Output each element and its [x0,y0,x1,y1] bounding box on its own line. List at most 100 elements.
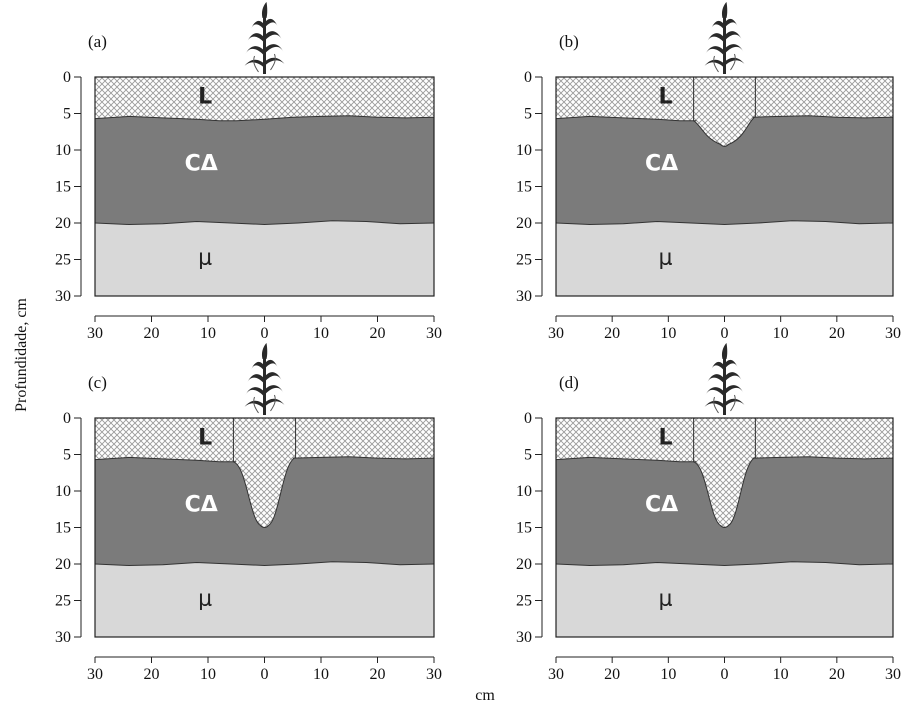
corn-plant-icon [703,341,746,417]
panel-frame [94,76,435,297]
y-tick-label: 10 [55,142,71,159]
y-tick-label: 30 [516,288,532,305]
y-tick-label: 20 [516,556,532,573]
panel-c: L CΔ μ (c) 0 5 10 15 20 25 30 30 20 10 0 10 20 30 [55,341,442,683]
y-tick-label: 0 [63,69,71,86]
x-tick-label: 10 [200,666,216,683]
x-tick-label: 0 [261,666,269,683]
panel-d: L CΔ μ (d) 0 5 10 15 20 25 30 30 20 10 0 10 20 30 [516,341,901,683]
x-tick-label: 30 [885,666,901,683]
y-tick-label: 10 [516,142,532,159]
y-tick-label: 15 [516,520,532,537]
x-tick-label: 10 [313,325,329,342]
y-tick-label: 15 [516,179,532,196]
x-tick-label: 0 [721,325,729,342]
y-tick-label: 20 [55,556,71,573]
upper-boundary-line [94,115,435,122]
upper-boundary-line [555,456,697,463]
x-tick-label: 30 [87,325,103,342]
layer-label-middle: CΔ [645,151,678,176]
x-tick-label: 20 [370,325,386,342]
furrow-zone [693,417,756,528]
panel-a: L CΔ μ (a) 0 5 10 15 20 25 30 30 20 10 0 10 20 30 [55,0,442,342]
panel-label: (c) [88,373,107,392]
layer-label-bottom: μ [198,587,212,612]
x-tick-label: 20 [829,666,845,683]
upper-boundary-line [752,115,894,119]
layer-label-bottom: μ [659,246,673,271]
x-tick-label: 10 [313,666,329,683]
lower-boundary-line [555,561,894,567]
x-tick-label: 30 [426,325,442,342]
x-tick-label: 20 [829,325,845,342]
upper-boundary-line [555,115,697,122]
x-tick-label: 0 [261,325,269,342]
lower-boundary-line [94,220,435,226]
upper-boundary-line [94,456,237,463]
y-tick-label: 25 [55,593,71,610]
panel-b: L CΔ μ (b) 0 5 10 15 20 25 30 30 20 10 0 10 20 30 [516,0,901,342]
y-tick-label: 10 [516,483,532,500]
y-axis-title: Profundidade, cm [13,298,30,412]
panel-label: (d) [559,373,579,392]
upper-boundary-line [292,456,435,460]
x-tick-label: 20 [604,325,620,342]
panel-label: (b) [559,32,579,51]
x-tick-label: 10 [660,666,676,683]
furrow-zone [693,76,756,147]
layer-label-top: L [198,84,212,109]
y-tick-label: 0 [63,410,71,427]
y-tick-label: 5 [524,447,532,464]
corn-plant-icon [703,0,746,76]
panel-frame [555,76,894,297]
upper-boundary-line [752,456,894,460]
y-tick-label: 0 [524,69,532,86]
layer-label-top: L [198,425,212,450]
y-tick-label: 5 [63,447,71,464]
y-tick-label: 5 [524,106,532,123]
y-tick-label: 25 [516,593,532,610]
layer-label-top: L [659,84,673,109]
panel-frame [94,417,435,638]
layer-label-top: L [659,425,673,450]
x-tick-label: 20 [370,666,386,683]
y-tick-label: 20 [516,215,532,232]
layer-label-bottom: μ [198,246,212,271]
layer-label-middle: CΔ [645,492,678,517]
corn-plant-icon [243,341,286,417]
x-tick-label: 20 [604,666,620,683]
y-tick-label: 15 [55,179,71,196]
layer-label-middle: CΔ [185,492,218,517]
x-tick-label: 10 [773,666,789,683]
y-tick-label: 10 [55,483,71,500]
y-tick-label: 20 [55,215,71,232]
layer-label-middle: CΔ [185,151,218,176]
lower-boundary-line [94,561,435,567]
x-tick-label: 10 [660,325,676,342]
top-layer [95,77,434,121]
layer-label-bottom: μ [659,587,673,612]
y-tick-label: 30 [55,629,71,646]
y-tick-label: 0 [524,410,532,427]
y-tick-label: 25 [516,252,532,269]
x-tick-label: 10 [200,325,216,342]
x-tick-label: 20 [144,325,160,342]
middle-layer [556,115,893,225]
y-tick-label: 25 [55,252,71,269]
lower-boundary-line [555,220,894,226]
middle-layer [95,115,434,225]
panel-label: (a) [88,32,107,51]
furrow-zone [232,417,297,528]
x-tick-label: 30 [426,666,442,683]
x-tick-label: 10 [773,325,789,342]
x-tick-label: 0 [721,666,729,683]
x-axis-title: cm [475,687,495,704]
panel-frame [555,417,894,638]
y-tick-label: 15 [55,520,71,537]
y-tick-label: 5 [63,106,71,123]
x-tick-label: 20 [144,666,160,683]
x-tick-label: 30 [548,325,564,342]
y-tick-label: 30 [516,629,532,646]
y-tick-label: 30 [55,288,71,305]
